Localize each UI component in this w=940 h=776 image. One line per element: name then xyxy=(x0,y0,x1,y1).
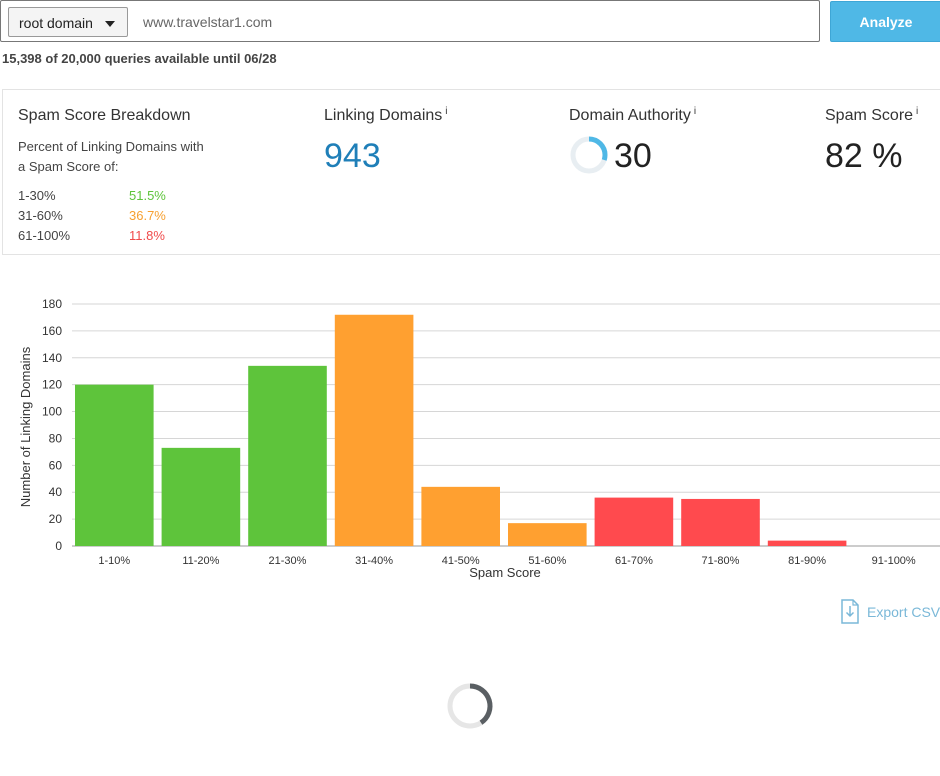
breakdown-subtitle: Percent of Linking Domains with a Spam S… xyxy=(18,137,228,177)
y-tick-label: 0 xyxy=(55,539,62,553)
bar xyxy=(161,447,241,546)
x-tick-label: 81-90% xyxy=(788,555,826,567)
bar xyxy=(75,384,154,546)
loading-spinner-icon xyxy=(447,683,493,729)
x-tick-label: 61-70% xyxy=(615,555,653,567)
y-tick-label: 40 xyxy=(49,485,63,499)
ring-progress xyxy=(570,136,608,174)
analyze-button[interactable]: Analyze xyxy=(830,1,940,42)
breakdown-range-mid: 31-60% xyxy=(18,208,63,223)
bar xyxy=(248,365,327,546)
x-tick-label: 1-10% xyxy=(98,555,130,567)
caret-down-icon xyxy=(105,21,115,27)
domain-authority-ring xyxy=(570,136,608,174)
metrics-panel: Spam Score Breakdown Percent of Linking … xyxy=(2,89,940,255)
linking-domains-value: 943 xyxy=(324,137,381,175)
query-quota-text: 15,398 of 20,000 queries available until… xyxy=(2,51,277,66)
y-tick-label: 140 xyxy=(42,351,62,365)
domain-authority-label: Domain Authority i xyxy=(569,106,697,125)
bar xyxy=(594,497,674,546)
y-tick-label: 180 xyxy=(42,297,62,311)
x-tick-label: 51-60% xyxy=(528,555,566,567)
search-bar: root domain www.travelstar1.com Analyze xyxy=(0,0,940,44)
linking-domains-label: Linking Domains i xyxy=(324,106,448,125)
spinner-arc xyxy=(469,683,493,725)
domain-authority-label-text: Domain Authority xyxy=(569,107,691,124)
bar xyxy=(681,498,760,546)
file-download-icon xyxy=(841,599,859,624)
info-icon[interactable]: i xyxy=(916,106,919,117)
breakdown-range-low: 1-30% xyxy=(18,188,56,203)
info-icon[interactable]: i xyxy=(693,106,697,117)
spam-score-label-text: Spam Score xyxy=(825,107,914,124)
y-tick-label: 80 xyxy=(49,431,63,445)
domain-authority-value: 30 xyxy=(614,137,652,175)
y-axis-title: Number of Linking Domains xyxy=(18,346,33,507)
breakdown-subtitle-line1: Percent of Linking Domains with xyxy=(18,139,204,154)
breakdown-percent-high: 11.8% xyxy=(129,228,165,243)
bar xyxy=(421,486,500,546)
x-axis-title: Spam Score xyxy=(469,565,541,580)
y-tick-label: 60 xyxy=(49,458,63,472)
x-tick-label: 91-100% xyxy=(872,555,916,567)
bar xyxy=(508,523,587,546)
spam-score-label: Spam Score i xyxy=(825,106,919,125)
export-csv-label: Export CSV xyxy=(867,604,940,620)
breakdown-title: Spam Score Breakdown xyxy=(18,107,191,124)
breakdown-percent-low: 51.5% xyxy=(129,188,166,203)
y-tick-label: 20 xyxy=(49,512,63,526)
linking-domains-label-text: Linking Domains xyxy=(324,107,443,124)
x-tick-label: 31-40% xyxy=(355,555,393,567)
breakdown-percent-mid: 36.7% xyxy=(129,208,166,223)
spam-score-value: 82 % xyxy=(825,137,903,175)
scope-dropdown[interactable]: root domain xyxy=(8,7,128,37)
spam-score-histogram: 0 20 40 60 80 100 120 140 160 180 1-10% 11-20% 21-30… xyxy=(18,297,940,580)
info-icon[interactable]: i xyxy=(445,106,448,117)
bar xyxy=(767,540,847,546)
x-tick-label: 11-20% xyxy=(182,555,219,567)
breakdown-range-high: 61-100% xyxy=(18,228,71,243)
url-input[interactable]: www.travelstar1.com xyxy=(143,14,273,30)
y-tick-label: 100 xyxy=(42,405,62,419)
scope-dropdown-label: root domain xyxy=(19,15,93,31)
x-tick-label: 21-30% xyxy=(269,555,307,567)
url-input-container[interactable]: root domain www.travelstar1.com xyxy=(0,0,820,42)
y-tick-label: 120 xyxy=(42,378,62,392)
x-tick-label: 41-50% xyxy=(442,555,480,567)
breakdown-subtitle-line2: a Spam Score of: xyxy=(18,159,119,174)
x-tick-label: 71-80% xyxy=(702,555,740,567)
y-tick-label: 160 xyxy=(42,324,62,338)
bar xyxy=(334,314,414,546)
